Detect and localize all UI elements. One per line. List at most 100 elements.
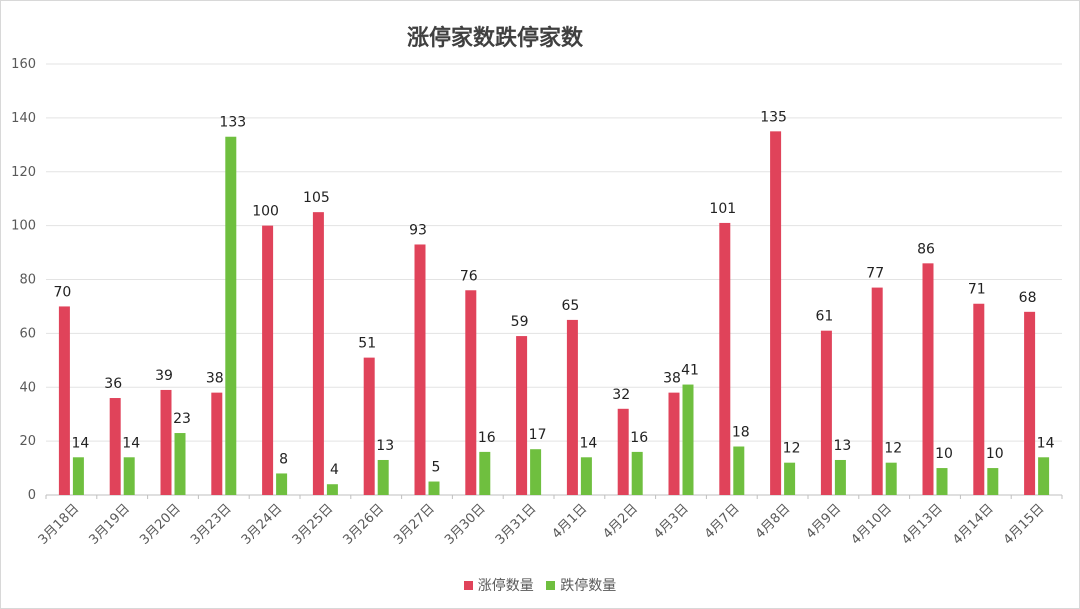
data-label-rising: 59: [511, 314, 529, 330]
bars: [58, 131, 1050, 495]
bar-falling[interactable]: [936, 468, 948, 495]
data-label-rising: 39: [155, 368, 173, 384]
bar-rising[interactable]: [973, 303, 985, 495]
x-tick-label: 4月15日: [1001, 501, 1048, 548]
bar-rising[interactable]: [516, 336, 528, 495]
data-label-falling: 12: [884, 441, 902, 457]
legend-label-rising: 涨停数量: [477, 578, 534, 594]
bar-rising[interactable]: [414, 244, 426, 495]
bar-falling[interactable]: [326, 484, 338, 495]
bar-rising[interactable]: [465, 290, 477, 495]
data-label-rising: 77: [866, 266, 884, 282]
data-label-falling: 16: [630, 430, 648, 446]
data-label-falling: 16: [478, 430, 496, 446]
data-label-falling: 133: [219, 115, 246, 131]
bar-falling[interactable]: [479, 451, 491, 495]
data-label-rising: 135: [760, 109, 787, 125]
data-label-falling: 14: [1037, 435, 1055, 451]
data-label-falling: 5: [432, 460, 441, 476]
bar-falling[interactable]: [377, 459, 389, 495]
data-label-falling: 18: [732, 425, 750, 441]
data-label-rising: 105: [303, 190, 330, 206]
x-tick-label: 4月10日: [848, 501, 895, 548]
data-label-rising: 70: [53, 284, 71, 300]
data-label-rising: 36: [104, 376, 122, 392]
y-tick-label: 20: [19, 434, 36, 449]
x-tick-label: 3月24日: [239, 501, 286, 548]
bar-falling[interactable]: [174, 433, 186, 495]
bar-rising[interactable]: [820, 330, 832, 495]
bar-falling[interactable]: [784, 462, 796, 495]
data-label-rising: 101: [709, 201, 736, 217]
bar-rising[interactable]: [770, 131, 782, 495]
bar-rising[interactable]: [160, 389, 172, 495]
bar-rising[interactable]: [363, 357, 375, 495]
data-label-rising: 76: [460, 268, 478, 284]
bar-rising[interactable]: [1024, 311, 1036, 495]
y-tick-label: 120: [11, 165, 36, 180]
bar-rising[interactable]: [871, 287, 883, 495]
bar-rising[interactable]: [262, 225, 274, 495]
legend: 涨停数量 跌停数量: [0, 575, 1080, 595]
y-tick-label: 0: [28, 488, 36, 503]
bar-falling[interactable]: [733, 446, 745, 495]
x-tick-label: 4月13日: [899, 501, 946, 548]
bar-falling[interactable]: [580, 457, 592, 495]
data-label-rising: 100: [252, 204, 279, 220]
data-labels: 70 14 36 14 39 23 38 133 100 8 105 4 51 13 93 5 76 16 59 17…: [53, 109, 1054, 478]
x-tick-label: 4月1日: [550, 501, 591, 542]
bar-rising[interactable]: [109, 398, 121, 495]
x-tick-label: 4月9日: [804, 501, 845, 542]
gridlines: [46, 63, 1062, 496]
x-tick-label: 4月14日: [950, 501, 997, 548]
bar-falling[interactable]: [682, 384, 694, 495]
y-tick-label: 100: [11, 219, 36, 234]
legend-label-falling: 跌停数量: [560, 578, 617, 594]
bar-falling[interactable]: [428, 481, 440, 495]
x-tick-label: 4月7日: [702, 501, 743, 542]
bar-falling[interactable]: [225, 136, 237, 495]
bar-rising[interactable]: [617, 408, 629, 495]
y-tick-label: 140: [11, 111, 36, 126]
bar-falling[interactable]: [72, 457, 84, 495]
x-tick-label: 4月8日: [753, 501, 794, 542]
bar-rising[interactable]: [58, 306, 70, 495]
x-tick-label: 3月25日: [290, 501, 337, 548]
y-tick-label: 60: [19, 326, 36, 341]
bar-falling[interactable]: [631, 451, 643, 495]
bar-falling[interactable]: [1038, 457, 1050, 495]
legend-item-rising[interactable]: 涨停数量: [463, 575, 534, 595]
bar-rising[interactable]: [566, 319, 578, 495]
bar-falling[interactable]: [834, 459, 846, 495]
data-label-falling: 41: [681, 363, 699, 379]
data-label-rising: 32: [612, 387, 630, 403]
x-axis: 3月18日 3月19日 3月20日 3月23日 3月24日 3月25日 3月26日 3月27日…: [36, 495, 1063, 548]
y-tick-label: 40: [19, 380, 36, 395]
bar-rising[interactable]: [668, 392, 680, 495]
bar-falling[interactable]: [123, 457, 135, 495]
bar-falling[interactable]: [276, 473, 288, 495]
data-label-falling: 13: [376, 438, 394, 454]
data-label-rising: 68: [1019, 290, 1037, 306]
bar-rising[interactable]: [719, 222, 731, 495]
data-label-falling: 4: [330, 462, 339, 478]
data-label-rising: 86: [917, 241, 935, 257]
bar-rising[interactable]: [312, 212, 324, 495]
data-label-falling: 14: [122, 435, 140, 451]
bar-rising[interactable]: [211, 392, 223, 495]
data-label-rising: 51: [358, 336, 376, 352]
bar-rising[interactable]: [922, 263, 934, 495]
y-tick-label: 80: [19, 273, 36, 288]
x-tick-label: 3月31日: [493, 501, 540, 548]
data-label-falling: 23: [173, 411, 191, 427]
bar-falling[interactable]: [987, 468, 999, 495]
x-tick-label: 4月3日: [651, 501, 692, 542]
data-label-falling: 14: [579, 435, 597, 451]
bar-falling[interactable]: [530, 449, 542, 495]
x-tick-label: 3月18日: [36, 501, 83, 548]
legend-item-falling[interactable]: 跌停数量: [546, 575, 616, 595]
legend-swatch-falling: [546, 580, 556, 590]
x-tick-label: 3月30日: [442, 501, 489, 548]
bar-falling[interactable]: [885, 462, 897, 495]
